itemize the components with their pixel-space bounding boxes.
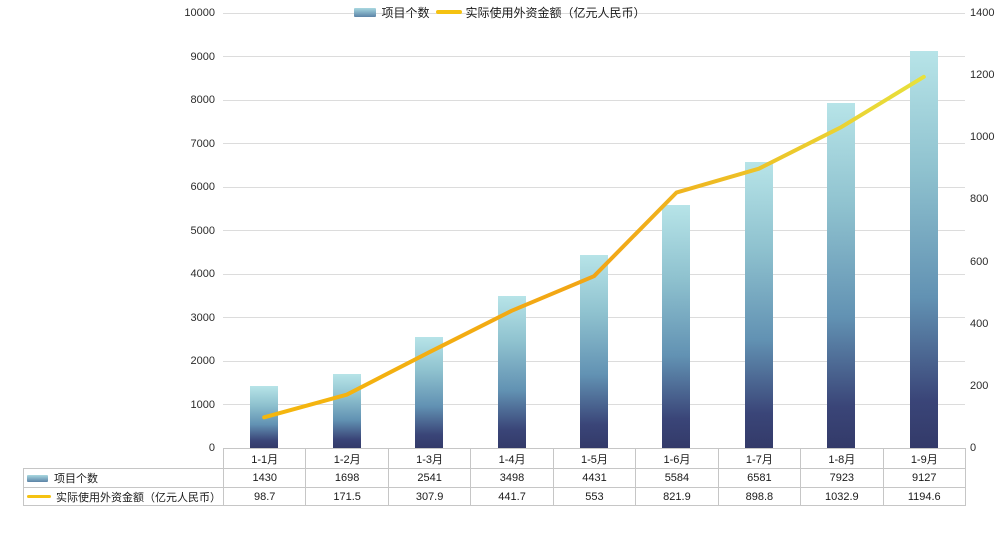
table-cell-projects: 5584 [635,468,719,488]
month-header-cell: 1-4月 [470,448,554,469]
grid-line [223,230,965,231]
y-axis-left-tick-label: 2000 [190,355,215,367]
grid-line [223,99,965,101]
legend-bar-swatch-icon [354,7,377,17]
y-axis-left-tick-label: 0 [208,442,215,454]
legend-bar-label: 项目个数 [381,5,430,20]
bar-1-5月[interactable] [580,255,608,448]
table-cell-capital: 553 [552,487,637,506]
table-row-label-capital: 实际使用外资金额（亿元人民币） [23,487,225,506]
table-cell-projects: 1698 [305,468,389,488]
bar-1-7月[interactable] [744,161,773,448]
y-axis-right-tick-label: 200 [970,379,989,392]
table-cell-projects: 7923 [800,468,884,488]
y-axis-left-tick-label: 5000 [190,224,215,237]
month-header-cell: 1-6月 [635,448,719,469]
table-cell-capital: 1032.9 [800,487,884,506]
bar-1-2月[interactable] [332,374,361,448]
legend-line-label: 实际使用外资金额（亿元人民币） [465,5,646,20]
bar-1-4月[interactable] [497,295,526,448]
table-cell-capital: 441.7 [470,487,554,506]
legend-item-capital[interactable]: 实际使用外资金额（亿元人民币） [435,4,646,21]
month-header-cell: 1-8月 [800,448,884,469]
table-cell-projects: 9127 [882,468,966,488]
y-axis-left-tick-label: 9000 [190,50,215,63]
y-axis-right-tick-label: 800 [970,193,989,206]
bar-series-swatch-icon [27,474,48,482]
line-series-swatch-icon [27,495,51,498]
y-axis-right-tick-label: 400 [970,317,989,330]
line-series-path[interactable] [262,74,926,420]
table-cell-projects: 6581 [717,468,802,488]
grid-line [223,56,965,57]
y-axis-left-tick-label: 6000 [190,181,215,193]
y-axis-left-tick-label: 7000 [190,137,215,150]
table-cell-capital: 1194.6 [882,487,966,506]
bar-1-6月[interactable] [662,205,691,448]
table-cell-capital: 898.8 [717,487,802,506]
bar-1-9月[interactable] [909,50,938,448]
table-cell-capital: 307.9 [387,487,472,506]
table-cell-capital: 821.9 [635,487,719,506]
month-header-cell: 1-1月 [223,448,307,469]
table-cell-projects: 4431 [552,468,637,488]
month-header-cell: 1-9月 [882,448,966,469]
table-cell-projects: 1430 [223,468,307,488]
bar-series-label: 项目个数 [54,473,98,485]
grid-line [223,143,965,144]
month-header-cell: 1-3月 [387,448,472,469]
legend-item-projects[interactable]: 项目个数 [354,4,430,21]
y-axis-left-tick-label: 4000 [190,268,215,280]
month-header-cell: 1-5月 [552,448,637,469]
table-cell-projects: 3498 [470,468,554,488]
line-series[interactable] [223,13,965,448]
line-series-label: 实际使用外资金额（亿元人民币） [56,491,221,504]
y-axis-right-tick-label: 1000 [970,131,995,144]
table-cell-projects: 2541 [387,468,472,488]
y-axis-left-tick-label: 10000 [184,7,215,19]
table-cell-capital: 171.5 [305,487,389,506]
y-axis-right-tick-label: 600 [970,255,989,268]
y-axis-right-tick-label: 1200 [970,69,995,82]
y-axis-left-tick-label: 8000 [190,94,215,106]
month-header-cell: 1-2月 [305,448,389,469]
table-cell-capital: 98.7 [223,487,307,506]
legend: 项目个数 实际使用外资金额（亿元人民币） [0,0,1000,24]
grid-line [223,12,965,14]
y-axis-right-tick-label: 1400 [970,7,995,19]
legend-line-swatch-icon [435,10,462,14]
table-row-label-projects: 项目个数 [23,468,225,488]
month-header-cell: 1-7月 [717,448,802,469]
y-axis-left-tick-label: 1000 [190,398,215,411]
bar-1-8月[interactable] [827,103,856,448]
y-axis-right-tick-label: 0 [970,442,977,454]
y-axis-left-tick-label: 3000 [190,311,215,324]
grid-line [223,186,965,188]
